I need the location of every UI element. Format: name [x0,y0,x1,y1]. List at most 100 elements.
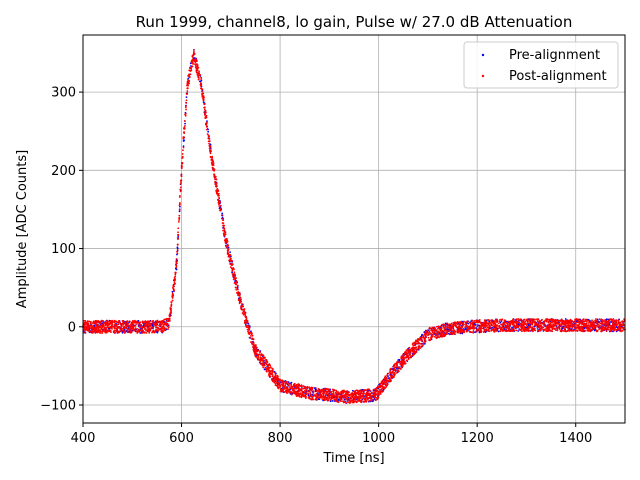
post-alignment-point [179,190,182,193]
post-alignment-point [101,332,104,334]
post-alignment-point [346,393,348,395]
post-alignment-point [303,389,306,392]
post-alignment-point [346,395,349,398]
post-alignment-point [148,331,151,334]
post-alignment-point [218,196,220,199]
post-alignment-point [283,386,286,388]
post-alignment-point [179,186,182,189]
post-alignment-point [180,175,183,178]
post-alignment-point [185,99,188,102]
pre-alignment-point [221,212,224,215]
post-alignment-point [266,361,269,363]
post-alignment-point [468,326,471,329]
post-alignment-point [426,330,429,333]
post-alignment-point [465,321,467,324]
post-alignment-point [550,324,553,327]
post-alignment-point [499,318,502,321]
post-alignment-point [615,323,618,326]
post-alignment-point [203,108,206,111]
post-alignment-point [498,320,501,323]
post-alignment-point [580,322,583,325]
post-alignment-point [186,80,189,83]
post-alignment-point [415,340,417,343]
post-alignment-point [581,330,584,333]
pre-alignment-point [331,400,334,402]
post-alignment-point [245,325,248,328]
post-alignment-point [133,329,136,332]
pre-alignment-point [392,367,394,370]
post-alignment-point [352,396,354,399]
post-alignment-point [452,326,454,329]
pre-alignment-point [329,400,332,403]
post-alignment-point [605,330,608,333]
post-alignment-point [334,391,337,394]
post-alignment-point [403,361,405,364]
post-alignment-point [329,394,332,397]
post-alignment-point [175,265,178,268]
post-alignment-point [563,323,566,326]
post-alignment-point [592,323,595,325]
post-alignment-point [369,393,372,396]
post-alignment-point [339,399,341,402]
post-alignment-point [465,330,468,333]
post-alignment-point [502,328,505,330]
post-alignment-point [563,322,566,324]
post-alignment-point [433,335,436,338]
post-alignment-point [151,326,154,329]
post-alignment-point [436,333,439,336]
post-alignment-point [250,335,252,337]
post-alignment-point [260,358,263,360]
post-alignment-point [178,219,180,221]
post-alignment-point [466,321,469,324]
post-alignment-point [424,333,427,336]
post-alignment-point [227,253,230,256]
post-alignment-point [106,319,109,322]
post-alignment-point [223,234,225,237]
post-alignment-point [600,327,603,330]
post-alignment-point [607,324,610,327]
post-alignment-point [577,326,580,329]
post-alignment-point [243,310,245,312]
post-alignment-point [173,278,176,281]
pre-alignment-point [171,290,174,293]
post-alignment-point [430,329,433,332]
post-alignment-point [426,329,429,332]
post-alignment-point [201,92,204,95]
post-alignment-point [259,351,261,353]
post-alignment-point [456,323,459,326]
post-alignment-point [337,401,340,404]
post-alignment-point [264,357,266,359]
post-alignment-point [255,350,258,353]
post-alignment-point [458,329,461,332]
post-alignment-point [531,323,534,326]
post-alignment-point [174,271,177,274]
post-alignment-point [384,387,386,390]
post-alignment-point [199,84,202,87]
post-alignment-point [92,327,94,330]
post-alignment-point [176,250,178,253]
post-alignment-point [145,322,147,325]
post-alignment-point [183,136,186,139]
post-alignment-point [184,112,187,115]
post-alignment-point [323,398,326,400]
post-alignment-point [177,220,180,223]
post-alignment-point [141,329,144,332]
post-alignment-point [430,332,432,335]
post-alignment-point [486,329,489,332]
post-alignment-point [309,392,312,394]
post-alignment-point [179,188,182,191]
post-alignment-point [405,352,408,355]
post-alignment-point [381,391,384,393]
post-alignment-point [176,243,179,246]
pre-alignment-point [444,322,447,325]
post-alignment-point [587,324,590,326]
post-alignment-point [238,302,241,305]
post-alignment-point [476,321,479,324]
post-alignment-point [473,324,475,327]
post-alignment-point [568,326,571,329]
pre-alignment-point [499,321,502,324]
post-alignment-point [276,376,279,379]
post-alignment-point [308,397,311,400]
post-alignment-point [222,229,225,232]
post-alignment-point [123,327,125,330]
